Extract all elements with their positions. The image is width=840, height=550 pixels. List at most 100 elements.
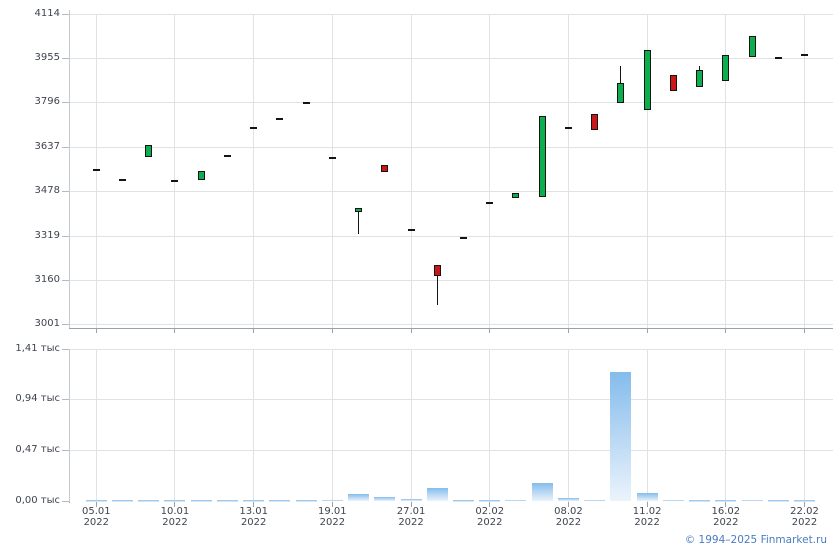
copyright-link[interactable]: © 1994–2025 Finmarket.ru — [684, 534, 827, 546]
volume-bar — [662, 499, 684, 502]
x-tick — [253, 501, 255, 507]
doji-dash — [171, 180, 179, 183]
y-tick — [62, 324, 69, 326]
x-tick — [331, 327, 333, 333]
x-tick-label: 13.01 2022 — [222, 506, 286, 528]
v-gridline — [174, 349, 176, 502]
v-gridline — [410, 14, 412, 328]
date-label-day: 13.01 — [239, 506, 268, 517]
h-gridline — [70, 191, 833, 193]
volume-bar — [689, 500, 711, 502]
date-label-year: 2022 — [713, 517, 739, 528]
y-tick-label: 3955 — [34, 51, 60, 63]
x-tick — [567, 327, 569, 333]
volume-bar — [400, 498, 422, 502]
doji-dash — [223, 154, 231, 157]
y-tick — [62, 191, 69, 193]
x-tick-label: 08.02 2022 — [536, 506, 600, 528]
h-gridline — [70, 450, 833, 452]
date-label-year: 2022 — [634, 517, 660, 528]
volume-bar — [348, 493, 370, 502]
volume-bar — [112, 500, 134, 502]
x-tick — [567, 501, 569, 507]
doji-dash — [119, 178, 127, 181]
doji-dash — [460, 237, 468, 240]
volume-bar — [531, 483, 553, 502]
x-tick — [804, 501, 805, 507]
volume-bar — [243, 500, 265, 502]
h-gridline — [70, 348, 833, 350]
date-label-year: 2022 — [791, 517, 818, 528]
x-tick — [804, 327, 805, 333]
candle-wick — [358, 208, 360, 234]
v-gridline — [174, 14, 176, 328]
volume-bar — [479, 500, 501, 502]
y-tick-label: 3637 — [34, 140, 60, 152]
x-axis-line — [69, 501, 70, 503]
x-tick — [174, 501, 176, 507]
candle-body — [145, 144, 153, 157]
x-tick-label: 22.02 2022 — [773, 506, 837, 528]
volume-bar — [636, 492, 658, 502]
y-tick-label: 1,41 тыс — [15, 342, 60, 354]
v-gridline — [410, 349, 412, 502]
y-tick — [62, 146, 69, 148]
date-label-year: 2022 — [162, 517, 188, 528]
date-label-year: 2022 — [240, 517, 267, 528]
date-label-year: 2022 — [398, 517, 424, 528]
candle-body — [748, 36, 756, 58]
v-gridline — [725, 349, 727, 502]
date-label-day: 19.01 — [318, 506, 347, 517]
x-tick-label: 19.01 2022 — [300, 506, 364, 528]
volume-bar — [321, 499, 343, 502]
y-tick — [62, 13, 69, 15]
y-tick-label: 4114 — [34, 7, 60, 19]
h-gridline — [70, 235, 833, 237]
volume-bar — [374, 497, 396, 502]
h-gridline — [70, 146, 833, 148]
x-tick — [725, 501, 727, 507]
v-gridline — [725, 14, 727, 328]
y-tick-label: 0,00 тыс — [15, 495, 60, 506]
doji-dash — [250, 127, 258, 130]
volume-bar — [295, 500, 317, 502]
h-gridline — [70, 324, 833, 326]
y-tick-label: 3478 — [34, 185, 60, 197]
h-gridline — [70, 13, 833, 15]
volume-bar — [138, 500, 160, 502]
volume-bar — [85, 500, 107, 502]
y-tick — [62, 102, 69, 104]
v-gridline — [253, 349, 255, 502]
y-tick-label: 3319 — [34, 229, 60, 241]
volume-bar — [216, 500, 238, 502]
volume-bar — [164, 500, 186, 502]
date-label-day: 16.02 — [711, 506, 741, 517]
x-tick — [489, 327, 491, 333]
v-gridline — [646, 349, 648, 502]
h-gridline — [70, 102, 833, 104]
candle-body — [197, 171, 205, 180]
y-tick-label: 3796 — [34, 96, 60, 108]
volume-bar — [190, 500, 212, 502]
y-tick-label: 0,94 тыс — [15, 393, 60, 405]
volume-bar — [453, 500, 475, 502]
x-axis-line — [69, 327, 833, 329]
h-gridline — [70, 399, 833, 401]
x-tick — [95, 327, 97, 333]
x-tick — [646, 327, 648, 333]
date-label-day: 05.01 — [81, 506, 111, 517]
date-label-year: 2022 — [555, 517, 582, 528]
doji-dash — [801, 53, 808, 56]
v-gridline — [489, 349, 491, 502]
date-label-day: 10.01 — [160, 506, 190, 517]
v-gridline — [567, 14, 569, 328]
date-label-year: 2022 — [319, 517, 346, 528]
x-tick — [725, 327, 727, 333]
x-tick — [331, 501, 333, 507]
v-gridline — [489, 14, 491, 328]
date-label-day: 02.02 — [475, 506, 505, 517]
candle-body — [433, 264, 441, 277]
y-tick — [62, 235, 69, 237]
candle-body — [538, 115, 546, 197]
